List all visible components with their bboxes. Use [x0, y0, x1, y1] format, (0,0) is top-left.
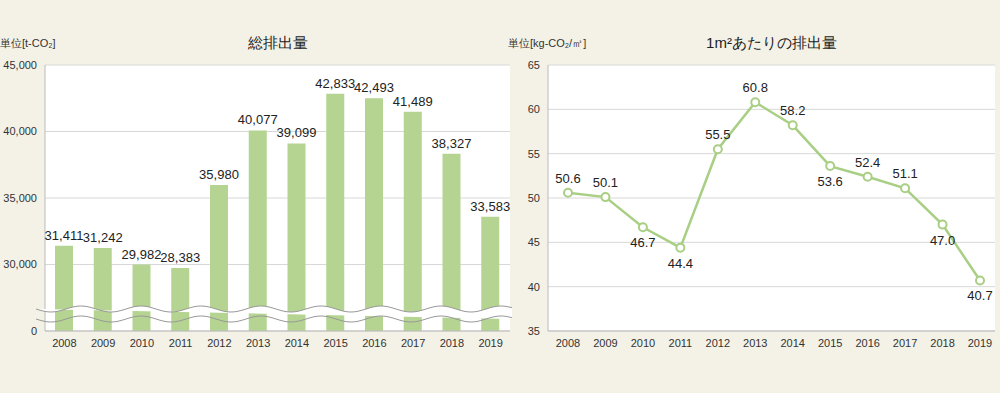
svg-text:2019: 2019: [478, 337, 502, 349]
svg-text:65: 65: [528, 59, 540, 71]
svg-text:45: 45: [528, 236, 540, 248]
svg-text:31,411: 31,411: [45, 228, 84, 243]
svg-text:2018: 2018: [930, 337, 954, 349]
svg-text:51.1: 51.1: [892, 166, 917, 181]
svg-text:44.4: 44.4: [668, 256, 693, 271]
svg-text:53.6: 53.6: [818, 174, 843, 189]
svg-text:33,583: 33,583: [470, 199, 510, 214]
svg-text:2012: 2012: [706, 337, 730, 349]
svg-text:2017: 2017: [401, 337, 425, 349]
svg-text:2017: 2017: [893, 337, 917, 349]
svg-text:2014: 2014: [285, 337, 309, 349]
svg-text:47.0: 47.0: [930, 233, 955, 248]
svg-text:2019: 2019: [968, 337, 992, 349]
svg-text:28,383: 28,383: [160, 250, 200, 265]
svg-text:38,327: 38,327: [432, 136, 472, 151]
html-text:1m²あたりの排出量: 1m²あたりの排出量: [706, 34, 837, 51]
svg-text:2018: 2018: [440, 337, 464, 349]
svg-text:2009: 2009: [91, 337, 115, 349]
svg-text:2010: 2010: [130, 337, 154, 349]
svg-text:2008: 2008: [556, 337, 580, 349]
svg-text:42,833: 42,833: [315, 76, 355, 91]
svg-text:41,489: 41,489: [393, 94, 433, 109]
svg-text:50.6: 50.6: [555, 171, 580, 186]
svg-text:55: 55: [528, 148, 540, 160]
svg-text:40,077: 40,077: [238, 112, 278, 127]
svg-text:50: 50: [528, 192, 540, 204]
svg-text:58.2: 58.2: [780, 103, 805, 118]
svg-text:35: 35: [528, 325, 540, 337]
svg-text:60.8: 60.8: [743, 80, 768, 95]
svg-text:40,000: 40,000: [8, 125, 37, 137]
svg-text:2010: 2010: [631, 337, 655, 349]
svg-text:45,000: 45,000: [8, 59, 37, 71]
svg-text:39,099: 39,099: [277, 125, 317, 140]
svg-text:50.1: 50.1: [593, 175, 618, 190]
svg-text:2014: 2014: [780, 337, 804, 349]
svg-text:30,000: 30,000: [8, 258, 37, 270]
svg-text:35,980: 35,980: [199, 167, 239, 182]
svg-text:2009: 2009: [593, 337, 617, 349]
svg-text:0: 0: [31, 325, 37, 337]
svg-text:2011: 2011: [669, 337, 693, 349]
svg-text:2013: 2013: [743, 337, 767, 349]
svg-text:2012: 2012: [207, 337, 231, 349]
html-text:総排出量: 総排出量: [247, 34, 308, 51]
svg-text:29,982: 29,982: [122, 247, 162, 262]
svg-text:31,242: 31,242: [83, 230, 123, 245]
svg-text:40: 40: [528, 281, 540, 293]
html-text:単位[kg-CO₂/㎡]: 単位[kg-CO₂/㎡]: [508, 37, 587, 49]
svg-text:2016: 2016: [362, 337, 386, 349]
svg-text:2016: 2016: [855, 337, 879, 349]
svg-text:42,493: 42,493: [354, 80, 394, 95]
svg-text:52.4: 52.4: [855, 155, 880, 170]
svg-text:60: 60: [528, 103, 540, 115]
svg-text:55.5: 55.5: [705, 127, 730, 142]
svg-text:40.7: 40.7: [967, 288, 992, 303]
svg-text:46.7: 46.7: [630, 235, 655, 250]
svg-text:35,000: 35,000: [8, 192, 37, 204]
html-text:単位[t-CO₂]: 単位[t-CO₂]: [0, 37, 56, 49]
svg-text:2015: 2015: [323, 337, 347, 349]
svg-text:2013: 2013: [246, 337, 270, 349]
svg-text:2015: 2015: [818, 337, 842, 349]
svg-text:2011: 2011: [169, 337, 193, 349]
svg-text:2008: 2008: [52, 337, 76, 349]
